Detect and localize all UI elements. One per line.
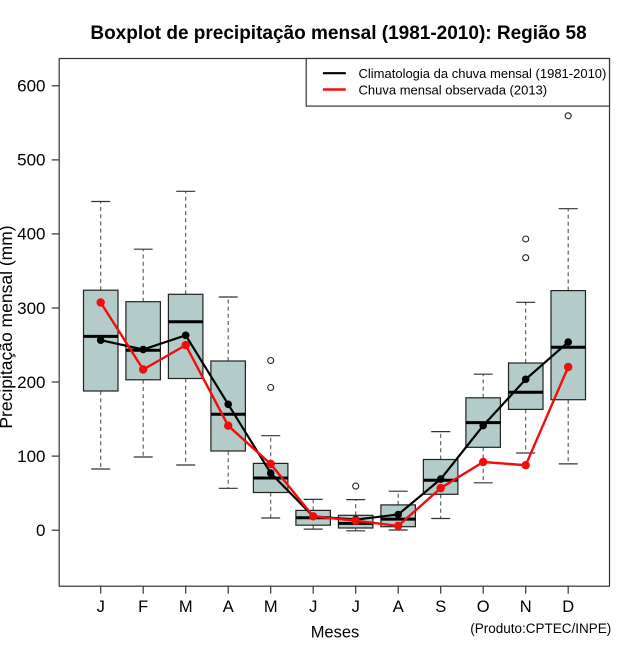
svg-text:M: M xyxy=(264,598,278,616)
svg-text:(Produto:CPTEC/INPE): (Produto:CPTEC/INPE) xyxy=(470,621,611,636)
svg-text:400: 400 xyxy=(17,225,45,244)
svg-text:600: 600 xyxy=(17,77,45,96)
svg-text:500: 500 xyxy=(17,151,45,170)
svg-text:O: O xyxy=(477,598,490,616)
svg-text:J: J xyxy=(352,598,360,616)
svg-text:J: J xyxy=(97,598,105,616)
svg-text:S: S xyxy=(435,598,446,616)
svg-text:A: A xyxy=(223,598,234,616)
svg-text:J: J xyxy=(309,598,317,616)
svg-text:100: 100 xyxy=(17,447,45,466)
svg-text:0: 0 xyxy=(36,521,45,540)
svg-text:200: 200 xyxy=(17,373,45,392)
svg-text:M: M xyxy=(179,598,193,616)
svg-text:N: N xyxy=(520,598,532,616)
svg-text:F: F xyxy=(138,598,148,616)
svg-text:A: A xyxy=(393,598,404,616)
svg-text:Precipitação mensal (mm): Precipitação mensal (mm) xyxy=(0,225,16,428)
svg-text:Boxplot de precipitação mensal: Boxplot de precipitação mensal (1981-201… xyxy=(90,23,586,44)
svg-text:Chuva mensal observada (2013): Chuva mensal observada (2013) xyxy=(359,82,548,97)
svg-text:Climatologia da chuva mensal (: Climatologia da chuva mensal (1981-2010) xyxy=(359,66,607,81)
svg-text:Meses: Meses xyxy=(311,624,360,642)
svg-text:D: D xyxy=(562,598,574,616)
svg-text:300: 300 xyxy=(17,299,45,318)
